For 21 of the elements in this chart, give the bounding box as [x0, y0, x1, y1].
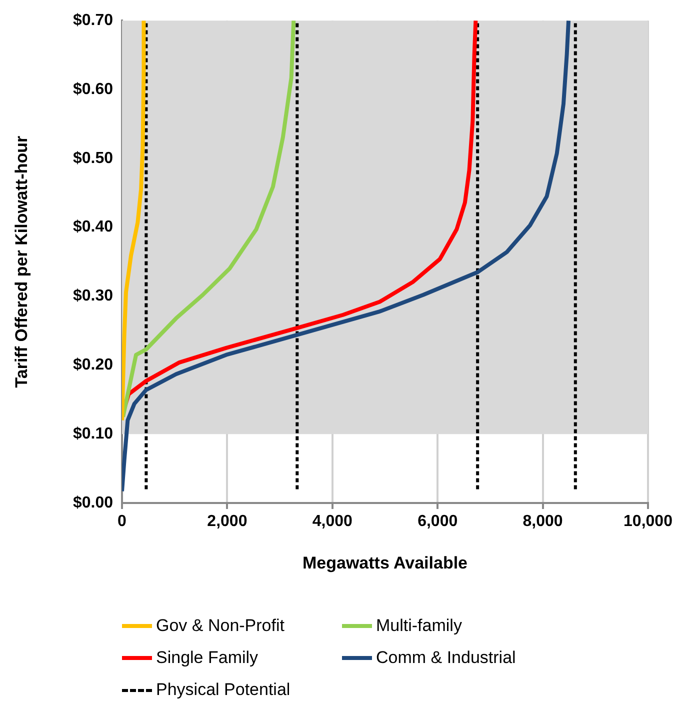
y-tick-label: $0.10	[72, 425, 114, 442]
x-tick-label: 0	[118, 513, 127, 530]
x-tick-label: 4,000	[312, 513, 353, 530]
legend-label: Physical Potential	[156, 680, 290, 700]
y-tick-label: $0.40	[72, 218, 114, 236]
y-axis-title: Tariff Offered per Kilowatt-hour	[12, 135, 31, 388]
y-tick-label: $0.00	[72, 494, 114, 512]
legend-label: Single Family	[156, 648, 258, 668]
y-tick-label: $0.50	[72, 150, 114, 167]
legend-label: Multi-family	[376, 616, 462, 636]
x-tick-label: 6,000	[418, 513, 458, 530]
legend-label: Gov & Non-Profit	[156, 616, 284, 636]
x-tick-label: 8,000	[522, 513, 563, 530]
y-tick-label: $0.60	[72, 80, 114, 98]
x-tick-label: 2,000	[207, 513, 248, 530]
y-tick-label: $0.30	[72, 288, 114, 305]
x-axis-title: Megawatts Available	[302, 553, 468, 572]
legend-label: Comm & Industrial	[376, 648, 516, 668]
y-tick-label: $0.20	[72, 356, 114, 374]
y-tick-label: $0.70	[72, 12, 114, 30]
x-tick-label: 10,000	[624, 513, 673, 530]
